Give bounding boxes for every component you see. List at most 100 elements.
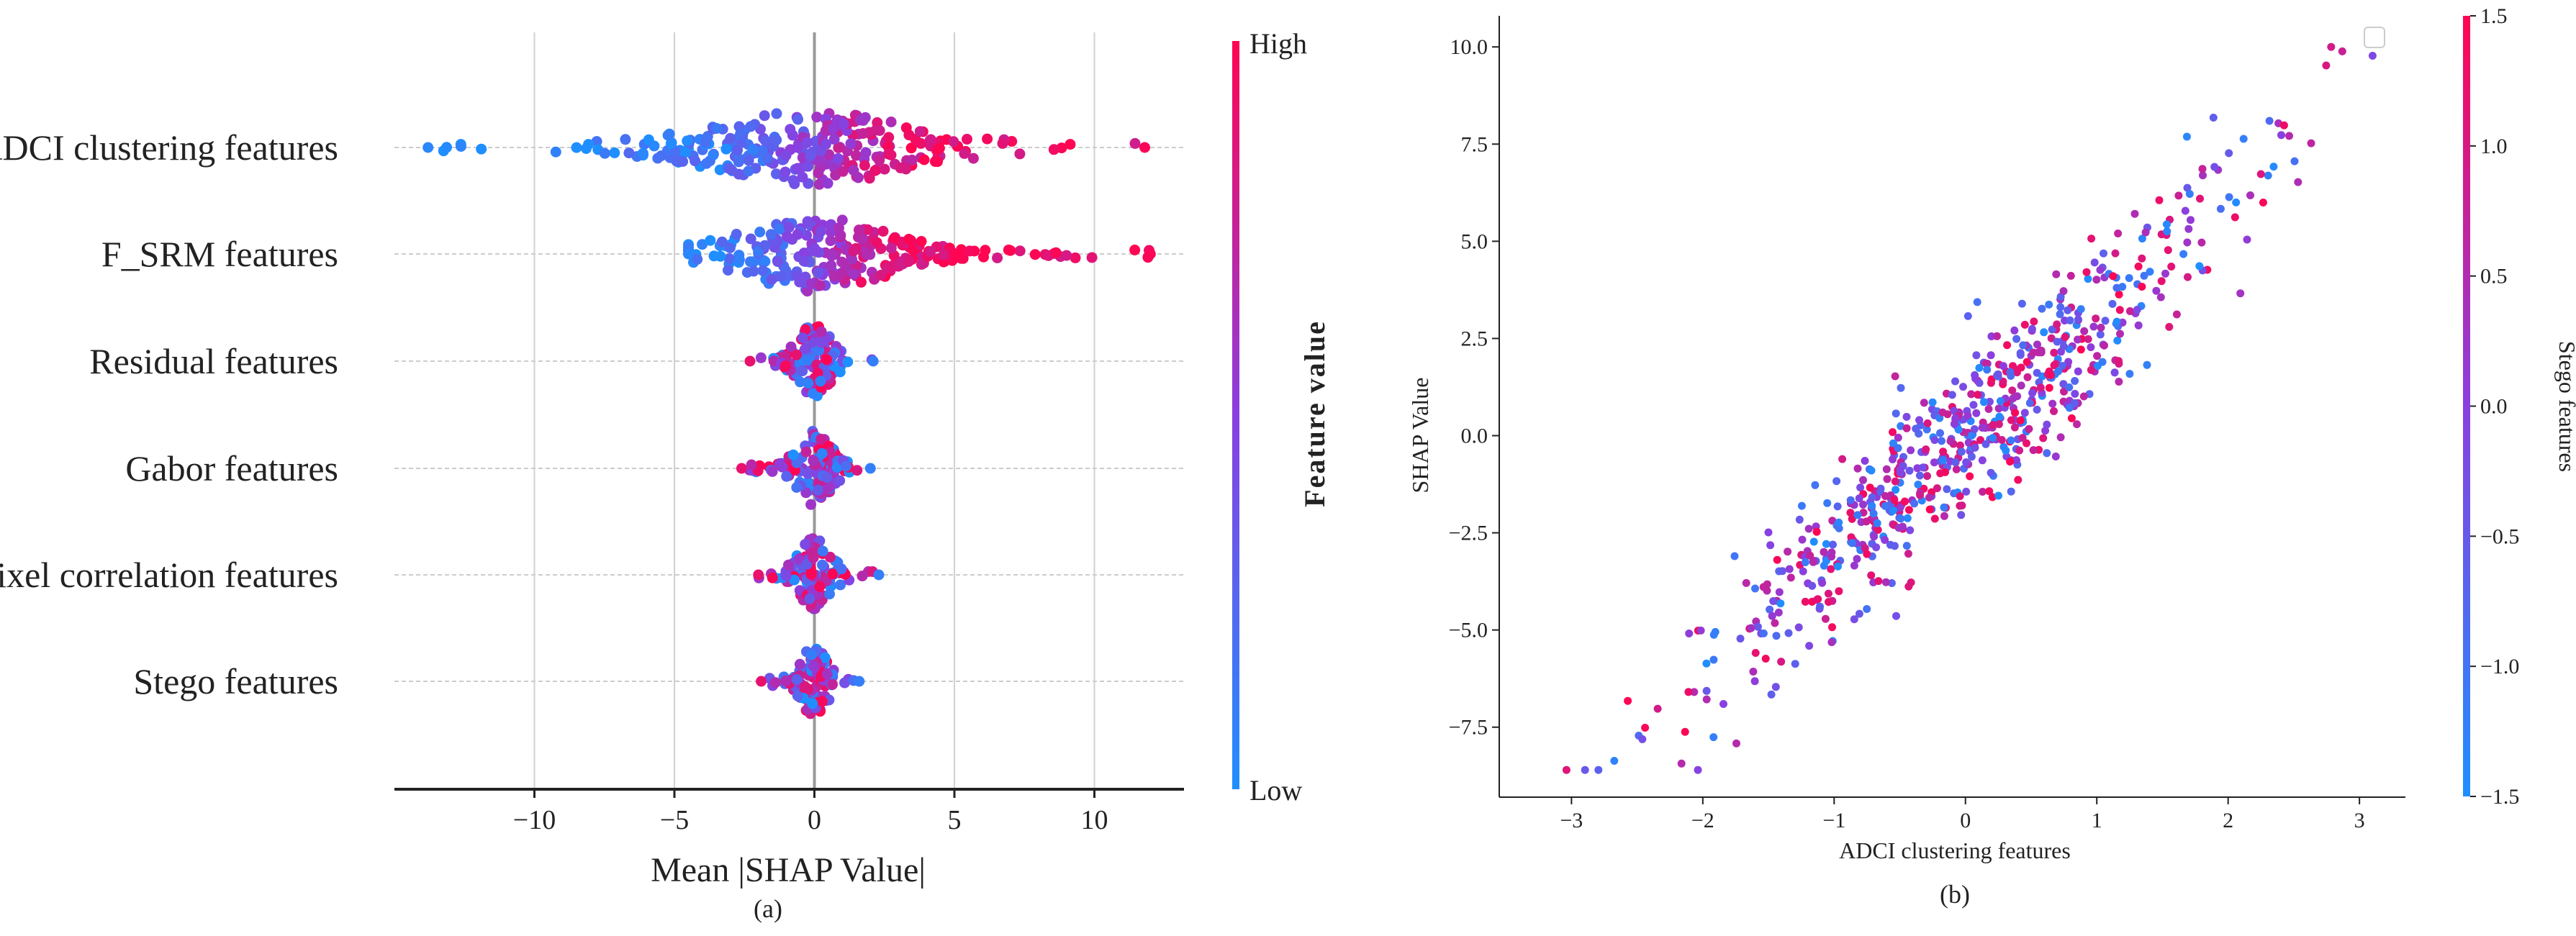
beeswarm-point: [804, 593, 815, 604]
scatter-point: [1967, 390, 1976, 399]
scatter-point: [1902, 412, 1911, 421]
scatter-point: [1750, 677, 1759, 686]
beeswarm-point: [867, 355, 879, 367]
scatter-point: [1978, 424, 1987, 432]
scatter-point: [2011, 409, 2020, 417]
scatter-point: [1838, 455, 1847, 463]
beeswarm-point: [775, 271, 787, 282]
scatter-point: [1816, 602, 1824, 611]
beeswarm-point: [1029, 249, 1041, 260]
scatter-point: [1987, 351, 1995, 360]
scatter-point: [1897, 514, 1905, 523]
beeswarm-point: [794, 276, 805, 288]
beeswarm-point: [964, 245, 975, 257]
scatter-point: [1859, 476, 1867, 484]
scatter-point: [2007, 416, 2015, 424]
beeswarm-point: [838, 118, 849, 130]
scatter-point: [1882, 465, 1891, 473]
scatter-point: [2006, 368, 2015, 376]
beeswarm-point: [874, 155, 885, 166]
beeswarm-point: [857, 233, 869, 245]
scatter-point: [1995, 412, 2004, 421]
scatter-point: [1861, 457, 1869, 465]
scatter-point: [2183, 183, 2192, 192]
scatter-point: [1994, 491, 2002, 500]
beeswarm-point: [828, 134, 840, 145]
scatter-point: [1963, 312, 1972, 320]
beeswarm-point: [720, 143, 732, 155]
beeswarm-point: [677, 155, 689, 167]
beeswarm-point: [781, 471, 792, 482]
scatter-point: [1925, 494, 1933, 501]
beeswarm-point: [441, 142, 452, 153]
beeswarm-point: [817, 545, 828, 557]
scatter-point: [1820, 547, 1828, 556]
scatter-point: [2368, 52, 2377, 60]
beeswarm-point: [800, 324, 811, 335]
scatter-point: [1939, 447, 1948, 456]
scatter-point: [1938, 408, 1947, 417]
scatter-point: [2059, 342, 2068, 350]
beeswarm-point: [769, 677, 781, 689]
scatter-point: [2058, 362, 2066, 370]
scatter-point: [1732, 739, 1740, 748]
scatter-point: [1624, 696, 1632, 705]
beeswarm-point: [806, 547, 818, 558]
scatter-point: [2054, 367, 2063, 376]
scatter-point: [1956, 492, 1964, 501]
scatter-point: [1904, 506, 1913, 514]
scatter-point: [1976, 436, 1984, 445]
beeswarm-point: [815, 337, 826, 348]
scatter-point: [1797, 501, 1806, 510]
scatter-point: [1761, 655, 1770, 663]
beeswarm-point: [744, 355, 756, 367]
scatter-point: [1906, 526, 1915, 535]
scatter-point: [1702, 686, 1711, 695]
beeswarm-point: [877, 225, 889, 237]
beeswarm-point: [682, 135, 693, 147]
scatter-point: [1972, 409, 1981, 417]
scatter-point: [2138, 235, 2146, 243]
scatter-point: [2096, 265, 2105, 274]
beeswarm-point: [782, 231, 793, 242]
y-tick-label: 10.0: [1450, 35, 1488, 59]
scatter-point: [2279, 121, 2288, 130]
scatter-point: [2020, 409, 2029, 417]
scatter-point: [1915, 471, 1924, 480]
scatter-point: [1785, 565, 1794, 573]
feature-label: F_SRM features: [101, 234, 338, 274]
beeswarm-point: [827, 678, 838, 690]
scatter-point: [2236, 289, 2245, 298]
scatter-point: [1923, 419, 1932, 427]
scatter-point: [2114, 230, 2123, 237]
scatter-point: [1896, 466, 1904, 475]
beeswarm-point: [1014, 245, 1026, 257]
scatter-point: [1889, 506, 1897, 514]
scatter-point: [1946, 437, 1955, 445]
beeswarm-point: [476, 143, 487, 155]
beeswarm-point: [815, 433, 827, 445]
scatter-point: [1881, 501, 1889, 510]
beeswarm-point: [854, 224, 864, 236]
beeswarm-point: [599, 147, 610, 159]
beeswarm-point: [861, 249, 872, 260]
x-tick-label: 3: [2354, 809, 2365, 832]
colorbar-tick-label: 0.0: [2480, 395, 2508, 419]
scatter-point: [2074, 367, 2082, 376]
scatter-point: [2017, 299, 2026, 308]
scatter-point: [1941, 468, 1949, 476]
beeswarm-point: [885, 242, 897, 254]
scatter-point: [2006, 458, 2015, 466]
beeswarm-point: [851, 150, 862, 161]
scatter-point: [2113, 336, 2122, 345]
scatter-point: [1898, 522, 1907, 531]
beeswarm-point: [864, 173, 875, 184]
scatter-point: [1778, 567, 1786, 576]
beeswarm-point: [808, 388, 818, 399]
beeswarm-point: [637, 147, 648, 159]
scatter-point: [2209, 114, 2218, 122]
scatter-point: [2125, 274, 2133, 282]
scatter-point: [1903, 514, 1912, 522]
colorbar-tick-label: −1.0: [2480, 655, 2519, 678]
scatter-point: [1730, 552, 1739, 560]
